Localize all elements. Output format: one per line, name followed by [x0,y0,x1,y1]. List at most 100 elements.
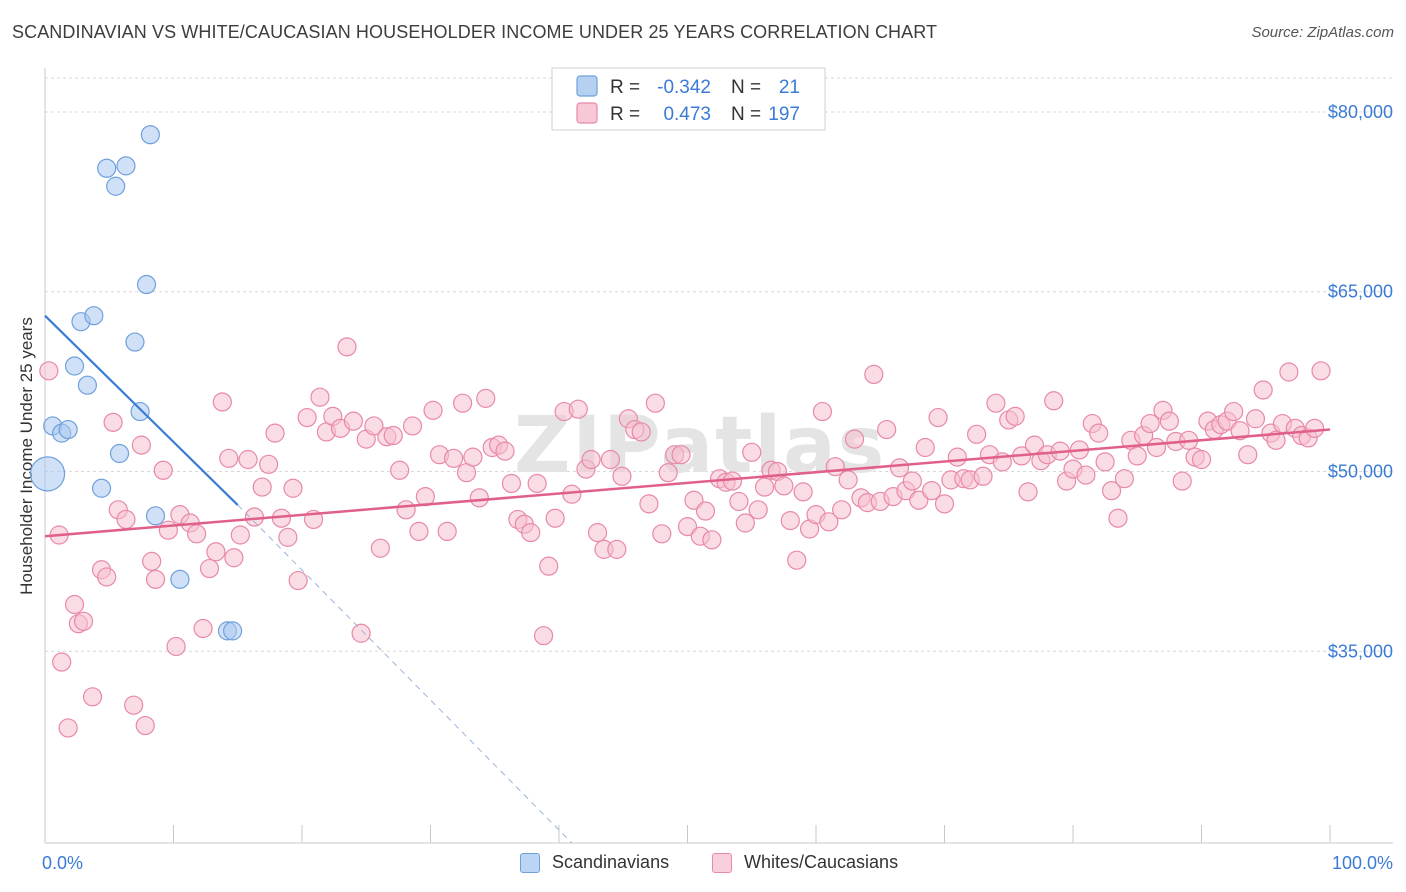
white-point-134 [909,490,929,510]
white-point-171 [1146,437,1167,458]
white-point-107 [735,513,755,533]
scandinavian-point-7 [84,306,104,326]
white-point-123 [838,470,858,490]
white-point-42 [310,387,330,407]
white-point-4 [64,594,85,615]
series-legend: Scandinavians Whites/Caucasians [0,852,1406,878]
white-point-124 [844,429,865,449]
white-point-116 [793,482,813,502]
x-tick-label-0: 0.0% [42,853,83,873]
scandinavian-point-16 [140,125,160,145]
white-point-178 [1191,449,1212,470]
white-point-65 [463,447,483,467]
white-point-50 [364,416,384,436]
legend-n-value-0: 21 [779,77,800,98]
white-point-76 [533,626,554,646]
white-point-136 [922,481,942,501]
white-point-187 [1253,380,1273,400]
white-point-9 [97,567,117,587]
white-point-195 [1304,418,1325,438]
white-point-61 [437,521,457,542]
white-point-56 [402,416,423,436]
tick-labels: $35,000 $50,000 $65,000 $80,000 0.0% 100.0% [42,102,1393,873]
white-point-35 [265,423,285,443]
white-point-105 [722,471,743,491]
scandinavian-point-8 [91,478,112,498]
white-point-7 [82,687,103,707]
white-point-175 [1172,471,1192,491]
legend-item-scandinavians[interactable]: Scandinavians [520,852,669,873]
white-point-59 [423,400,443,420]
white-point-164 [1101,481,1122,501]
legend-r-value-0: -0.342 [657,77,711,98]
white-point-70 [495,441,515,461]
white-point-13 [124,695,144,715]
scandinavian-point-4 [64,356,85,376]
white-point-46 [337,337,357,357]
white-point-106 [729,491,749,512]
white-point-38 [283,478,303,498]
white-point-26 [206,542,226,562]
legend-r-label-0: R = [610,77,640,98]
scandinavian-point-11 [109,443,130,464]
white-point-24 [193,618,213,639]
white-point-160 [1076,465,1096,485]
white-point-138 [934,494,955,514]
white-point-166 [1114,469,1135,489]
white-point-168 [1127,446,1147,466]
white-point-71 [501,473,522,494]
scandinavian-point-13 [125,332,145,352]
white-point-183 [1224,401,1244,422]
white-point-29 [224,548,244,568]
legend-n-value-1: 197 [768,104,800,125]
white-point-170 [1140,413,1160,434]
white-point-17 [145,569,166,589]
legend-swatch-blue [520,852,540,873]
scandinavian-point-20 [223,621,243,641]
white-point-149 [1005,406,1025,426]
scandinavian-point-9 [97,158,117,178]
white-point-33 [252,477,272,497]
white-point-119 [812,401,833,422]
legend-n-label-1: N = [731,104,761,125]
trend-lines [44,314,1331,844]
white-point-63 [453,393,473,413]
white-point-83 [581,449,601,470]
white-point-135 [915,437,935,458]
white-point-19 [158,520,178,540]
white-point-34 [258,454,279,474]
white-point-81 [568,399,588,419]
axes [44,68,1393,844]
scandinavian-point-18 [170,569,190,589]
scandinavian-point-3 [58,419,78,440]
x-tick-label-1: 100.0% [1332,853,1393,873]
white-point-127 [864,364,884,385]
white-point-184 [1230,421,1250,441]
white-point-131 [889,458,910,478]
white-point-155 [1044,391,1064,411]
white-point-67 [476,388,496,408]
white-point-40 [297,407,317,428]
white-point-0 [39,361,59,381]
white-point-25 [199,558,220,579]
white-point-120 [819,512,839,532]
scandinavian-point-0 [29,456,66,492]
white-point-97 [671,445,691,465]
white-point-84 [587,523,608,543]
white-point-133 [902,471,922,491]
white-point-114 [780,511,800,531]
white-point-31 [238,449,258,470]
white-point-37 [278,527,298,547]
white-point-92 [639,494,659,514]
y-tick-label-1: $50,000 [1328,461,1393,481]
white-point-55 [396,500,416,520]
white-point-53 [383,425,403,446]
legend-item-whites-caucasians[interactable]: Whites/Caucasians [712,852,898,873]
white-point-144 [973,466,993,486]
legend-swatch-1 [576,102,598,124]
white-point-15 [135,715,155,736]
white-point-2 [52,652,72,672]
white-point-143 [967,424,987,444]
white-point-77 [539,556,559,576]
